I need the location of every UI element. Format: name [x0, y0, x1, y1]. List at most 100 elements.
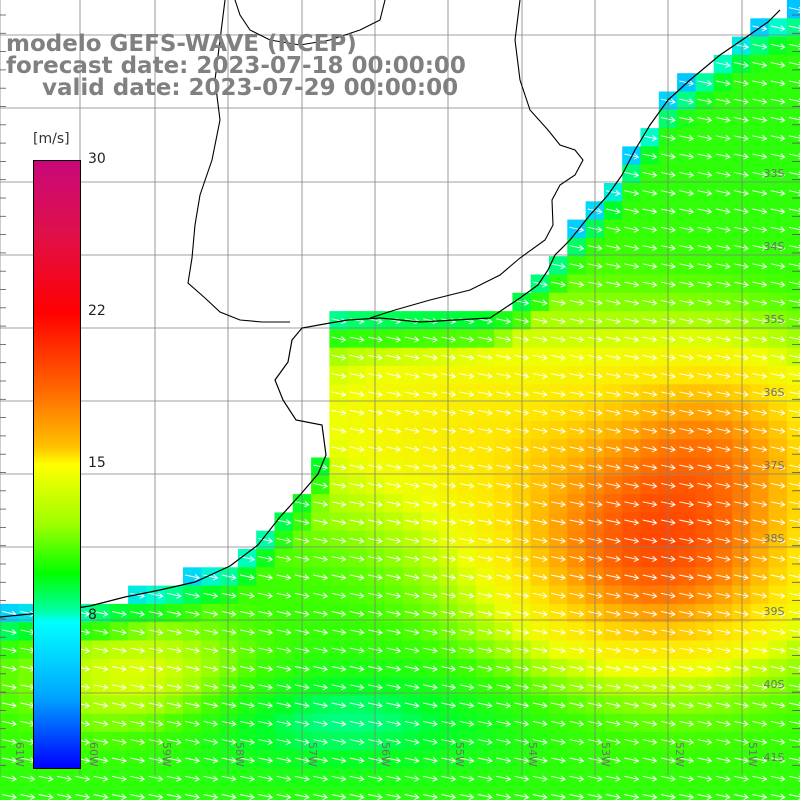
- wind-arrow: [386, 409, 402, 416]
- wind-arrow: [57, 775, 72, 782]
- wind-arrow: [532, 610, 548, 617]
- wind-arrow: [532, 464, 548, 471]
- wind-arrow: [368, 793, 383, 800]
- wind-arrow: [313, 665, 329, 672]
- wind-arrow: [679, 519, 695, 526]
- wind-arrow: [404, 336, 420, 343]
- wind-arrow: [734, 262, 749, 270]
- wind-arrow: [386, 446, 402, 453]
- wind-arrow: [185, 775, 201, 782]
- wind-arrow: [331, 683, 347, 691]
- wind-arrow: [514, 500, 530, 508]
- wind-arrow: [166, 775, 182, 782]
- wind-arrow: [349, 446, 365, 453]
- wind-arrow: [423, 720, 438, 727]
- wind-arrow: [313, 775, 329, 782]
- wind-arrow: [770, 98, 786, 105]
- wind-arrow: [93, 665, 109, 672]
- wind-arrow: [349, 354, 365, 361]
- wind-arrow: [404, 629, 420, 636]
- wind-arrow: [532, 317, 548, 325]
- wind-arrow: [514, 574, 530, 581]
- wind-arrow: [514, 464, 530, 471]
- wind-arrow: [788, 592, 800, 599]
- wind-arrow: [569, 226, 585, 233]
- wind-arrow: [770, 427, 786, 435]
- wind-arrow: [477, 427, 493, 435]
- wind-arrow: [111, 757, 127, 764]
- wind-arrow: [386, 336, 402, 343]
- wind-arrow: [679, 189, 695, 197]
- wind-arrow: [532, 775, 548, 782]
- wind-arrow: [166, 647, 182, 654]
- wind-arrow: [404, 446, 420, 453]
- wind-arrow: [130, 665, 146, 672]
- wind-arrow: [679, 153, 695, 160]
- wind-arrow: [569, 464, 585, 471]
- wind-arrow: [313, 738, 329, 746]
- wind-arrow: [331, 757, 347, 764]
- wind-arrow: [624, 574, 640, 581]
- wind-speed-cell: [786, 292, 800, 312]
- wind-arrow: [642, 775, 658, 782]
- wind-arrow: [459, 665, 475, 672]
- wind-speed-cell: [786, 128, 800, 147]
- wind-arrow: [477, 775, 493, 782]
- wind-arrow: [642, 665, 658, 672]
- wind-arrow: [752, 427, 768, 435]
- wind-arrow: [2, 757, 17, 764]
- wind-arrow: [605, 299, 621, 306]
- wind-arrow: [605, 464, 621, 471]
- wind-arrow: [514, 299, 530, 306]
- wind-arrow: [514, 427, 530, 435]
- wind-arrow: [477, 610, 493, 617]
- wind-arrow: [752, 482, 768, 489]
- wind-arrow: [514, 592, 530, 599]
- wind-arrow: [93, 683, 109, 691]
- wind-arrow: [734, 574, 749, 581]
- wind-arrow: [532, 391, 548, 398]
- wind-arrow: [532, 555, 548, 563]
- wind-arrow: [166, 683, 182, 691]
- wind-arrow: [715, 427, 731, 435]
- wind-arrow: [349, 757, 365, 764]
- wind-arrow: [642, 391, 658, 398]
- wind-arrow: [93, 757, 109, 764]
- wind-arrow: [130, 775, 146, 782]
- wind-speed-cell: [786, 713, 800, 733]
- wind-arrow: [715, 171, 731, 178]
- wind-arrow: [331, 555, 347, 563]
- wind-arrow: [679, 793, 695, 800]
- wind-arrow: [221, 574, 237, 581]
- wind-arrow: [788, 702, 800, 709]
- wind-arrow: [624, 647, 640, 654]
- wind-arrow: [679, 336, 695, 343]
- wind-arrow: [38, 775, 54, 782]
- wind-speed-cell: [786, 585, 800, 605]
- wind-arrow: [423, 391, 438, 398]
- wind-arrow: [605, 208, 621, 215]
- wind-arrow: [679, 574, 695, 581]
- wind-arrow: [770, 281, 786, 288]
- wind-arrow: [148, 775, 164, 782]
- wind-arrow: [752, 775, 768, 782]
- wind-arrow: [679, 464, 695, 471]
- wind-arrow: [532, 702, 548, 709]
- wind-arrow: [551, 372, 566, 380]
- wind-arrow: [404, 574, 420, 581]
- wind-speed-cell: [786, 439, 800, 458]
- wind-arrow: [349, 738, 365, 746]
- wind-speed-cell: [786, 603, 800, 623]
- wind-arrow: [770, 629, 786, 636]
- wind-arrow: [788, 793, 800, 800]
- wind-arrow: [624, 610, 640, 617]
- wind-arrow: [752, 757, 768, 764]
- wind-speed-cell: [786, 549, 800, 568]
- wind-arrow: [569, 592, 585, 599]
- wind-arrow: [203, 647, 219, 654]
- wind-arrow: [642, 336, 658, 343]
- wind-arrow: [111, 647, 127, 654]
- wind-arrow: [331, 336, 347, 343]
- wind-arrow: [111, 610, 127, 617]
- wind-arrow: [734, 592, 749, 599]
